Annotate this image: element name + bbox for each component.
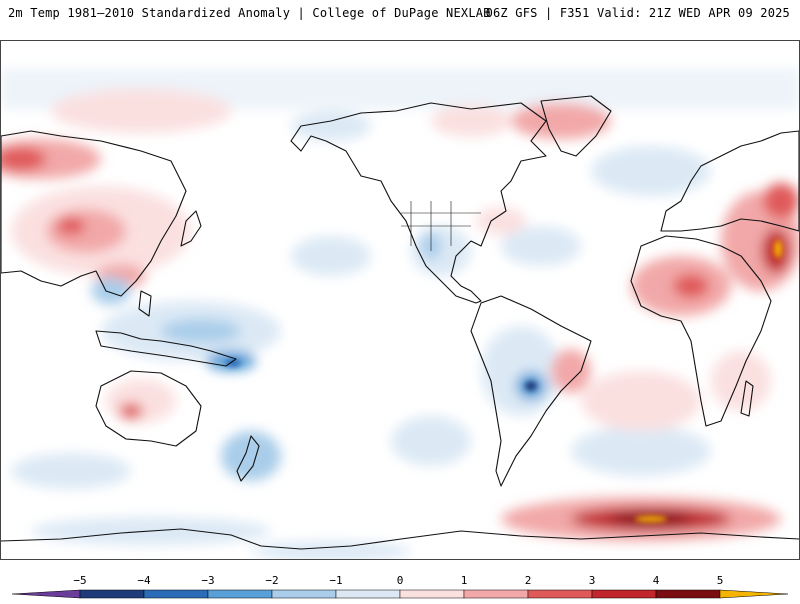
colorbar: [0, 570, 800, 600]
colorbar-tick-label: 2: [524, 574, 532, 587]
colorbar-svg: [11, 589, 789, 599]
colorbar-segment: [271, 589, 337, 599]
madagascar-outline: [740, 380, 754, 417]
colorbar-segment: [463, 589, 529, 599]
colorbar-tick-label: −2: [265, 574, 279, 587]
anomaly-extreme-spots: [225, 240, 782, 522]
antarctica-outline: [1, 528, 799, 550]
colorbar-tick-label: 3: [588, 574, 596, 587]
colorbar-end-high: [719, 589, 789, 599]
world-map-svg: [1, 69, 799, 559]
japan-outline: [180, 210, 202, 247]
colorbar-tick-label: 1: [460, 574, 468, 587]
africa-outline: [630, 235, 772, 427]
south-america-outline: [470, 295, 592, 487]
indonesia-outline: [95, 330, 237, 367]
model-run-info: 06Z GFS | F351 Valid: 21Z WED APR 09 202…: [485, 6, 790, 20]
greenland-outline: [540, 95, 612, 157]
colorbar-tick-label: 5: [716, 574, 724, 587]
asia-outline: [1, 130, 187, 297]
us-borders: [401, 201, 481, 251]
anomaly-shading: [1, 69, 799, 559]
philippines-outline: [138, 290, 152, 317]
map-title: 2m Temp 1981–2010 Standardized Anomaly |…: [8, 6, 491, 20]
map-header: 2m Temp 1981–2010 Standardized Anomaly |…: [0, 0, 800, 28]
north-america-outline: [290, 102, 547, 304]
coastlines: [1, 95, 799, 550]
colorbar-end-low: [11, 589, 81, 599]
colorbar-tick-label: 0: [396, 574, 404, 587]
australia-outline: [95, 370, 202, 447]
colorbar-segment: [143, 589, 209, 599]
colorbar-segment: [79, 589, 145, 599]
colorbar-segment: [399, 589, 465, 599]
colorbar-segment: [335, 589, 401, 599]
colorbar-segment: [207, 589, 273, 599]
colorbar-tick-label: −1: [329, 574, 343, 587]
colorbar-tick-label: −5: [73, 574, 87, 587]
colorbar-segment: [591, 589, 657, 599]
colorbar-segment: [527, 589, 593, 599]
colorbar-segment: [655, 589, 721, 599]
colorbar-tick-label: −4: [137, 574, 151, 587]
colorbar-tick-label: 4: [652, 574, 660, 587]
colorbar-tick-label: −3: [201, 574, 215, 587]
anomaly-map: [0, 40, 800, 560]
new-zealand-outline: [236, 435, 260, 482]
europe-outline: [660, 130, 799, 232]
